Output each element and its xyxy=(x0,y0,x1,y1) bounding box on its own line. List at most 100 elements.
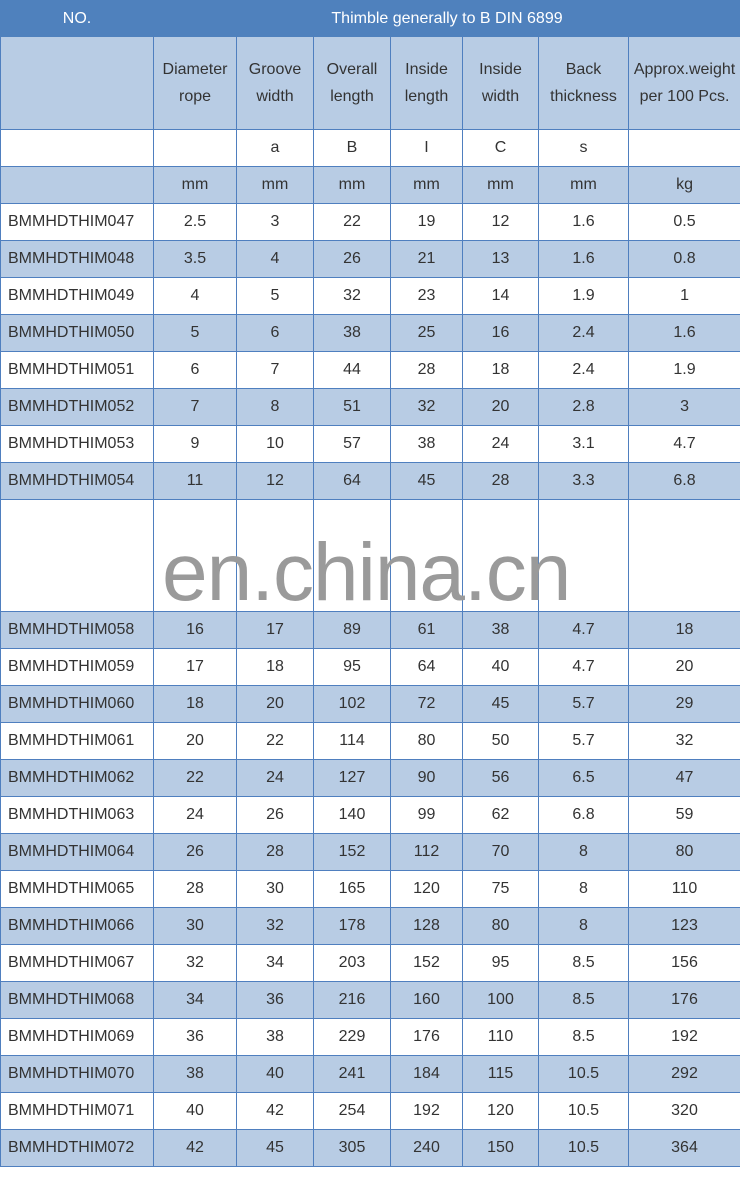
table-row-cell: 42 xyxy=(153,1129,237,1167)
unit-row: mm mm mm mm mm mm kg xyxy=(0,166,740,204)
table-row-cell: BMMHDTHIM049 xyxy=(0,277,154,315)
table-row-cell: 95 xyxy=(313,648,391,686)
column-header-row-cell: Inside length xyxy=(390,36,463,130)
watermark: en.china.cn xyxy=(162,527,571,618)
table-row-cell: 305 xyxy=(313,1129,391,1167)
table-row-cell: BMMHDTHIM059 xyxy=(0,648,154,686)
table-row-cell: BMMHDTHIM064 xyxy=(0,833,154,871)
table-row-cell: 6.8 xyxy=(538,796,629,834)
table-row-cell: 24 xyxy=(236,759,314,797)
no-header: NO. xyxy=(0,0,154,37)
table-row: BMMHDTHIM066 30 32 178 128 80 8 123 xyxy=(0,907,740,945)
table-row-cell: BMMHDTHIM050 xyxy=(0,314,154,352)
unit-row-cell: mm xyxy=(538,166,629,204)
column-header-row-cell: Back thickness xyxy=(538,36,629,130)
table-row-cell: 10.5 xyxy=(538,1055,629,1093)
table-row-cell: 30 xyxy=(153,907,237,945)
table-row-cell: 3.1 xyxy=(538,425,629,463)
table-row-cell: BMMHDTHIM068 xyxy=(0,981,154,1019)
table-row-cell: 8 xyxy=(538,870,629,908)
unit-row-cell: kg xyxy=(627,166,740,204)
table-row-cell: 5 xyxy=(236,277,314,315)
watermark-row-cell xyxy=(627,499,740,612)
table-row-cell: 59 xyxy=(627,796,740,834)
table-row-cell: 152 xyxy=(390,944,463,982)
table-row-cell: 240 xyxy=(390,1129,463,1167)
table-row-cell: 36 xyxy=(153,1018,237,1056)
table-row-cell: 57 xyxy=(313,425,391,463)
table-row-cell: 5.7 xyxy=(538,685,629,723)
table-row-cell: 5 xyxy=(153,314,237,352)
table-row: BMMHDTHIM059 17 18 95 64 40 4.7 20 xyxy=(0,648,740,686)
column-header-row-cell: Groove width xyxy=(236,36,314,130)
table-row-cell: BMMHDTHIM053 xyxy=(0,425,154,463)
table-row-cell: 176 xyxy=(390,1018,463,1056)
unit-row-cell xyxy=(0,166,154,204)
table-row: BMMHDTHIM063 24 26 140 99 62 6.8 59 xyxy=(0,796,740,834)
symbol-row-cell: s xyxy=(538,129,629,167)
table-row: BMMHDTHIM067 32 34 203 152 95 8.5 156 xyxy=(0,944,740,982)
table-row-cell: BMMHDTHIM060 xyxy=(0,685,154,723)
table-row-cell: 20 xyxy=(462,388,539,426)
table-row: BMMHDTHIM071 40 42 254 192 120 10.5 320 xyxy=(0,1092,740,1130)
symbol-row-cell xyxy=(627,129,740,167)
table-row-cell: 10 xyxy=(236,425,314,463)
table-row-cell: 203 xyxy=(313,944,391,982)
table-row-cell: 62 xyxy=(462,796,539,834)
column-header-row-cell: Inside width xyxy=(462,36,539,130)
table-row-cell: 45 xyxy=(390,462,463,500)
table-row-cell: BMMHDTHIM062 xyxy=(0,759,154,797)
table-row-cell: 32 xyxy=(390,388,463,426)
watermark-row-cell xyxy=(538,499,629,612)
table-row-cell: BMMHDTHIM047 xyxy=(0,203,154,241)
table-row-cell: 38 xyxy=(462,611,539,649)
table-row-cell: 80 xyxy=(627,833,740,871)
table-row-cell: BMMHDTHIM071 xyxy=(0,1092,154,1130)
table-row-cell: BMMHDTHIM070 xyxy=(0,1055,154,1093)
table-row-cell: 26 xyxy=(153,833,237,871)
table-row-cell: 8 xyxy=(538,907,629,945)
table-row: BMMHDTHIM052 7 8 51 32 20 2.8 3 xyxy=(0,388,740,426)
table-row-cell: 34 xyxy=(153,981,237,1019)
table-row-cell: 12 xyxy=(462,203,539,241)
table-row-cell: 18 xyxy=(153,685,237,723)
table-row-cell: 24 xyxy=(462,425,539,463)
table-row-cell: 45 xyxy=(462,685,539,723)
table-row-cell: 254 xyxy=(313,1092,391,1130)
table-row-cell: 50 xyxy=(462,722,539,760)
watermark-row-cell xyxy=(462,499,539,612)
table-row-cell: 47 xyxy=(627,759,740,797)
watermark-row-cell xyxy=(313,499,391,612)
symbol-row-cell: C xyxy=(462,129,539,167)
table-row-cell: 6 xyxy=(153,351,237,389)
table-row: BMMHDTHIM070 38 40 241 184 115 10.5 292 xyxy=(0,1055,740,1093)
table-row-cell: 165 xyxy=(313,870,391,908)
table-row-cell: 3 xyxy=(627,388,740,426)
table-row-cell: 241 xyxy=(313,1055,391,1093)
table-row-cell: 22 xyxy=(313,203,391,241)
column-header-row-cell: Overall length xyxy=(313,36,391,130)
unit-row-cell: mm xyxy=(153,166,237,204)
table-row-cell: 8 xyxy=(538,833,629,871)
column-header-row-cell xyxy=(0,36,154,130)
table-row-cell: 32 xyxy=(627,722,740,760)
table-row-cell: 24 xyxy=(153,796,237,834)
table-row: BMMHDTHIM058 16 17 89 61 38 4.7 18 xyxy=(0,611,740,649)
table-row-cell: 90 xyxy=(390,759,463,797)
table-row-cell: 184 xyxy=(390,1055,463,1093)
table-row-cell: 112 xyxy=(390,833,463,871)
table-row-cell: 70 xyxy=(462,833,539,871)
table-row-cell: 8.5 xyxy=(538,1018,629,1056)
table-row-cell: 2.4 xyxy=(538,314,629,352)
table-row-cell: 0.8 xyxy=(627,240,740,278)
table-row-cell: 7 xyxy=(236,351,314,389)
table-row: BMMHDTHIM049 4 5 32 23 14 1.9 1 xyxy=(0,277,740,315)
table-row-cell: 28 xyxy=(390,351,463,389)
table-row-cell: 114 xyxy=(313,722,391,760)
table-row-cell: 8 xyxy=(236,388,314,426)
table-row-cell: 140 xyxy=(313,796,391,834)
table-row-cell: 156 xyxy=(627,944,740,982)
table-row-cell: 4 xyxy=(153,277,237,315)
